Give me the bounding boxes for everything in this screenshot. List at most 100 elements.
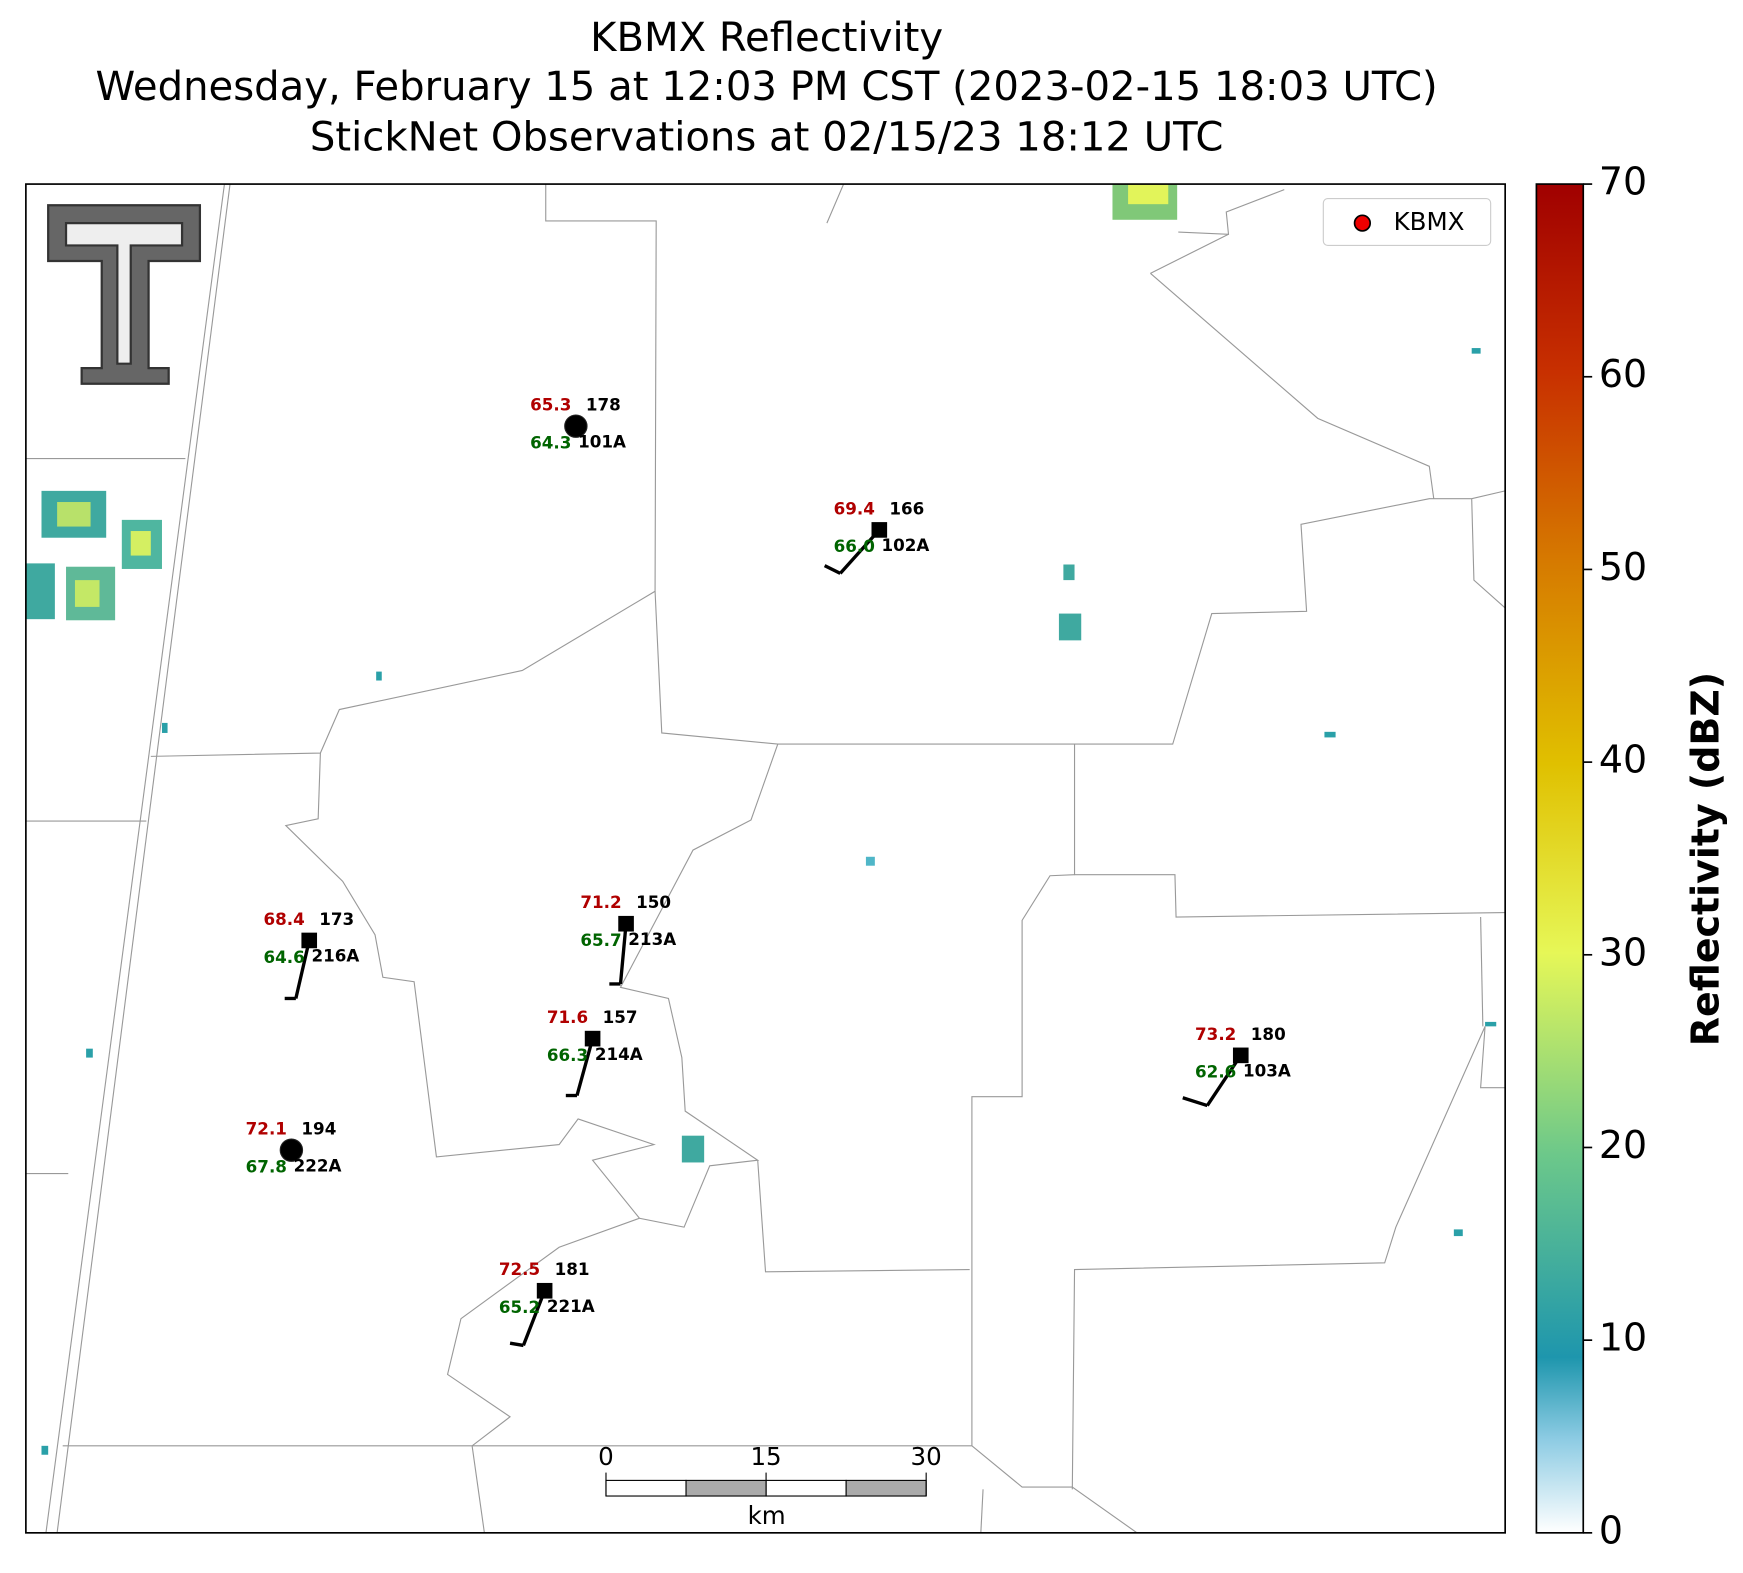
echo <box>1471 348 1481 354</box>
temperature: 73.2 <box>1195 1024 1236 1044</box>
colorbar-tick-label: 20 <box>1599 1123 1647 1167</box>
dewpoint: 62.6 <box>1195 1062 1236 1082</box>
temperature: 69.4 <box>834 498 875 518</box>
logo <box>47 204 202 385</box>
echo <box>376 671 382 681</box>
station-id: 222A <box>294 1155 342 1175</box>
county-line <box>654 490 1506 745</box>
dewpoint: 65.2 <box>499 1297 540 1317</box>
colorbar-tick-label: 30 <box>1599 930 1647 974</box>
map-frame <box>25 183 1506 1534</box>
echo <box>86 1048 93 1058</box>
station-marker <box>279 1138 304 1162</box>
station-id: 221A <box>547 1296 595 1316</box>
colorbar-tick-label: 70 <box>1599 160 1647 204</box>
echo <box>57 502 91 527</box>
dewpoint: 67.8 <box>246 1157 287 1177</box>
county-line <box>971 874 1075 1446</box>
wind-barb-flag <box>509 1341 524 1348</box>
title-line: Wednesday, February 15 at 12:03 PM CST (… <box>96 64 1438 110</box>
wind-barb-flag <box>1182 1096 1208 1108</box>
station-marker <box>536 1282 553 1299</box>
county-line <box>150 184 657 757</box>
station-marker <box>301 932 318 949</box>
county-line <box>980 1489 984 1533</box>
wind-direction: 181 <box>555 1259 590 1279</box>
echo <box>161 722 168 733</box>
dewpoint: 66.0 <box>834 536 875 556</box>
colorbar-tick-label: 0 <box>1599 1508 1623 1552</box>
wind-direction: 157 <box>603 1007 638 1027</box>
temperature: 65.3 <box>530 395 571 415</box>
wind-direction: 194 <box>301 1119 336 1139</box>
county-line <box>284 743 779 1228</box>
scale-segment <box>605 1479 687 1497</box>
legend: KBMX <box>1322 198 1492 246</box>
map-area <box>25 184 1506 1533</box>
wind-barb <box>575 1038 595 1096</box>
station-id: 216A <box>311 946 359 966</box>
county-line <box>1471 498 1506 609</box>
wind-direction: 173 <box>319 909 354 929</box>
scale-tick-label: 30 <box>911 1442 942 1471</box>
echo <box>1453 1229 1463 1237</box>
echo <box>865 856 875 866</box>
scale-segment <box>765 1479 847 1497</box>
colorbar-ramp <box>1535 183 1585 1534</box>
echo <box>41 1445 49 1455</box>
county-line <box>1071 1026 1506 1490</box>
legend-marker <box>1353 214 1372 232</box>
state-line <box>45 184 226 1533</box>
colorbar-tick-label: 60 <box>1599 352 1647 396</box>
dewpoint: 65.7 <box>580 930 621 950</box>
legend-box <box>1322 198 1492 246</box>
stations: 65.3 178 64.3 101A 69.4 166 66.0 102A 68.4 173 64.… <box>246 395 1291 1348</box>
wind-barb <box>1205 1054 1243 1107</box>
temperature: 72.1 <box>246 1119 287 1139</box>
echo <box>25 563 55 620</box>
station-id: 102A <box>882 535 930 555</box>
logo-t-inner <box>64 222 184 365</box>
station-id: 213A <box>628 929 676 949</box>
county-line <box>1178 189 1285 235</box>
colorbar-tick-label: 40 <box>1599 738 1647 782</box>
county-line <box>757 1160 970 1273</box>
wind-direction: 178 <box>586 395 621 415</box>
title-line: KBMX Reflectivity <box>590 15 943 61</box>
wind-barb <box>521 1290 547 1347</box>
station-marker <box>618 915 634 932</box>
station-marker <box>584 1030 601 1047</box>
wind-barb <box>294 940 311 999</box>
colorbar: Reflectivity (dBZ) 0 10 20 30 40 50 60 70 <box>1535 160 1728 1552</box>
county-line <box>1150 272 1435 499</box>
colorbar-tick-label: 10 <box>1599 1316 1647 1360</box>
station-marker <box>871 522 888 538</box>
title-line: StickNet Observations at 02/15/23 18:12 … <box>310 114 1224 160</box>
echo <box>1058 613 1082 641</box>
echo <box>1063 564 1075 581</box>
county-line <box>826 184 845 224</box>
echo <box>1324 731 1336 738</box>
county-line <box>1480 917 1484 1027</box>
county-line <box>1150 233 1229 274</box>
wind-barb <box>618 923 628 985</box>
temperature: 71.2 <box>580 892 621 912</box>
scale-tick-label: 0 <box>598 1442 614 1471</box>
echo <box>1128 184 1169 205</box>
station-marker <box>564 414 588 438</box>
dewpoint: 66.3 <box>547 1045 588 1065</box>
colorbar-label: Reflectivity (dBZ) <box>1684 672 1728 1046</box>
dewpoint: 64.3 <box>530 433 571 453</box>
station-marker <box>1232 1047 1249 1064</box>
station-id: 103A <box>1243 1061 1291 1081</box>
county-line <box>1073 744 1506 918</box>
wind-direction: 150 <box>636 892 671 912</box>
scale-tick-label: 15 <box>750 1442 781 1471</box>
scale-segment <box>685 1479 767 1497</box>
echo <box>1485 1021 1497 1027</box>
echo <box>74 580 100 607</box>
station-id: 101A <box>578 431 626 451</box>
colorbar-tick-label: 50 <box>1599 545 1647 589</box>
